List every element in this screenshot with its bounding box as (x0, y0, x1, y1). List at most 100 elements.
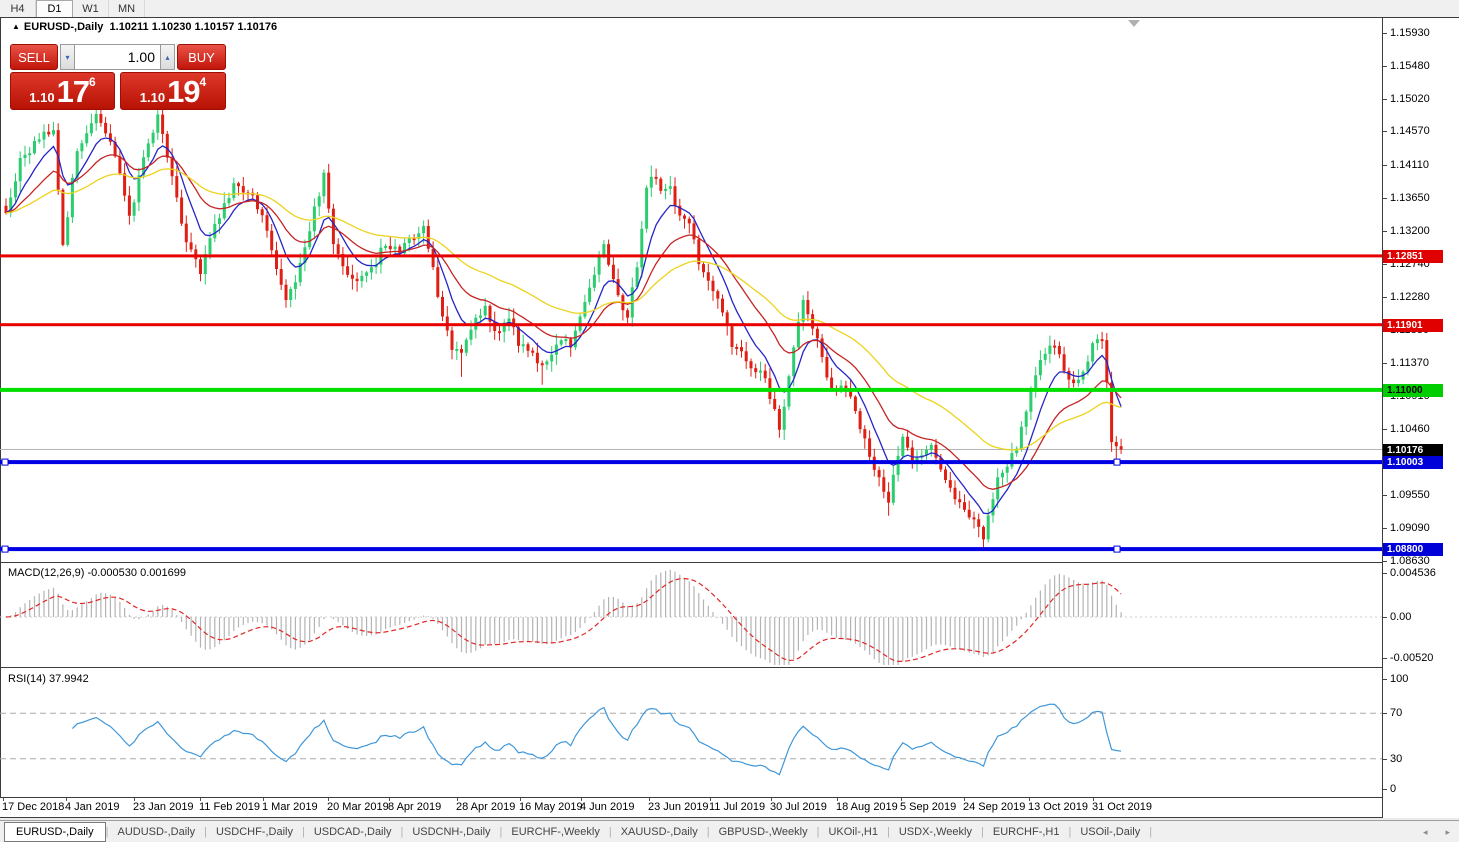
axis-tick-mark (1383, 98, 1387, 100)
main-chart-svg[interactable] (0, 18, 1382, 562)
tab-separator: | (499, 826, 503, 838)
window-edge-strip (0, 818, 1459, 820)
price-tag-1-12851: 1.12851 (1383, 249, 1443, 263)
buy-price-panel[interactable]: 1.10 19 4 (120, 72, 226, 110)
time-tick-mark (649, 798, 650, 801)
tab-eurchf-weekly[interactable]: EURCHF-,Weekly (511, 826, 600, 838)
price-tag-1-11000: 1.11000 (1383, 383, 1443, 397)
tab-audusd-daily[interactable]: AUDUSD-,Daily (117, 826, 196, 838)
macd-pane-svg[interactable] (0, 564, 1382, 667)
time-tick-mark (263, 798, 264, 801)
price-axis-label: 1.13200 (1390, 224, 1430, 237)
rsi-axis-label: 0 (1390, 783, 1397, 795)
date-label: 18 Aug 2019 (836, 801, 898, 813)
current-price-line (0, 449, 1382, 450)
axis-tick-mark (1383, 65, 1387, 67)
hline-1-11[interactable] (0, 387, 1382, 392)
date-label: 13 Oct 2019 (1028, 801, 1088, 813)
axis-tick-mark (1383, 131, 1387, 133)
axis-tick-mark (1383, 164, 1387, 166)
ma-45-line[interactable] (5, 168, 1122, 451)
timeframe-mn[interactable]: MN (109, 0, 145, 17)
axis-tick-mark (1383, 396, 1387, 398)
tab-usoil-daily[interactable]: USOil-,Daily (1080, 826, 1141, 838)
hline-1-11901[interactable] (0, 323, 1382, 327)
sell-price-panel[interactable]: 1.10 17 6 (10, 72, 115, 110)
timeframe-h4[interactable]: H4 (0, 0, 36, 17)
hline-drag-handle[interactable] (1, 458, 9, 466)
ma-20-line[interactable] (5, 154, 1122, 490)
tab-usdcad-daily[interactable]: USDCAD-,Daily (313, 826, 392, 838)
date-label: 30 Jul 2019 (770, 801, 827, 813)
time-tick-mark (1093, 798, 1094, 801)
time-tick-mark (134, 798, 135, 801)
buy-price-big: 19 (167, 74, 200, 109)
volume-input[interactable] (75, 44, 160, 70)
hline-1-10003[interactable] (0, 460, 1382, 465)
tab-scroll-left-icon[interactable]: ◂ (1422, 826, 1428, 837)
tab-eurusd-daily[interactable]: EURUSD-,Daily (4, 822, 106, 842)
hline-1-088[interactable] (0, 547, 1382, 552)
timeframe-toolbar: H4 D1 W1 MN (0, 0, 1459, 18)
hline-1-12851[interactable] (0, 254, 1382, 258)
ma-8-line[interactable] (5, 137, 1122, 515)
price-axis-label: 1.09550 (1390, 488, 1430, 501)
tab-eurchf-h1[interactable]: EURCHF-,H1 (992, 826, 1060, 838)
price-axis-label: 1.15930 (1390, 27, 1430, 39)
price-axis-label: 1.10460 (1390, 422, 1430, 435)
window-bottom-border (0, 817, 1459, 818)
price-scale[interactable]: 1.15930 1.15480 1.15020 1.14570 1.14110 1.136… (1383, 18, 1459, 818)
price-axis-label: 1.12280 (1390, 291, 1430, 304)
up-candle-bodies (9, 114, 1099, 540)
sell-price-prefix: 1.10 (29, 90, 55, 105)
tab-scroll-right-icon[interactable]: ▸ (1445, 826, 1450, 837)
date-label: 17 Dec 2018 (2, 801, 65, 813)
date-label: 11 Jul 2019 (709, 801, 766, 813)
date-label: 4 Jun 2019 (580, 801, 635, 813)
one-click-trading-widget: SELL ▾ ▴ BUY 1.10 17 6 1.10 19 4 (10, 44, 226, 110)
price-axis-label: 1.11370 (1390, 357, 1429, 370)
date-label: 8 Apr 2019 (388, 801, 442, 813)
axis-tick-mark (1383, 33, 1387, 34)
scroll-to-end-marker-icon (1128, 20, 1140, 27)
axis-tick-mark (1383, 658, 1387, 659)
time-tick-mark (964, 798, 965, 801)
axis-tick-mark (1383, 528, 1387, 530)
time-tick-mark (457, 798, 458, 801)
axis-tick-mark (1383, 494, 1387, 496)
axis-tick-mark (1383, 363, 1387, 365)
price-axis-label: 1.08630 (1390, 555, 1430, 568)
sell-button[interactable]: SELL (10, 44, 58, 70)
date-label: 24 Sep 2019 (963, 801, 1026, 813)
date-label: 11 Feb 2019 (199, 801, 260, 813)
axis-tick-mark (1383, 263, 1387, 265)
tab-ukoil-h1[interactable]: UKOil-,H1 (828, 826, 878, 838)
time-axis[interactable]: 17 Dec 2018 4 Jan 2019 23 Jan 2019 11 Feb 2… (0, 798, 1382, 817)
volume-decrease-button[interactable]: ▾ (60, 44, 75, 70)
rsi-pane-svg[interactable] (0, 669, 1382, 797)
hline-drag-handle[interactable] (1113, 545, 1121, 553)
date-label: 31 Oct 2019 (1092, 801, 1152, 813)
tab-usdx-weekly[interactable]: USDX-,Weekly (898, 826, 972, 838)
main-macd-separator[interactable] (0, 562, 1459, 563)
date-label: 28 Apr 2019 (456, 801, 516, 813)
buy-button[interactable]: BUY (177, 44, 226, 70)
tab-xauusd-daily[interactable]: XAUUSD-,Daily (620, 826, 698, 838)
hline-drag-handle[interactable] (1113, 458, 1121, 466)
timeframe-w1[interactable]: W1 (73, 0, 109, 17)
tab-usdchf-daily[interactable]: USDCHF-,Daily (215, 826, 293, 838)
date-label: 5 Sep 2019 (900, 801, 957, 813)
axis-tick-mark (1383, 297, 1387, 299)
date-label: 4 Jan 2019 (65, 801, 120, 813)
hline-drag-handle[interactable] (1, 545, 9, 553)
timeframe-d1[interactable]: D1 (36, 0, 73, 17)
tab-gbpusd-weekly[interactable]: GBPUSD-,Weekly (718, 826, 808, 838)
tab-usdcnh-daily[interactable]: USDCNH-,Daily (412, 826, 491, 838)
price-tag-1-08800: 1.08800 (1383, 543, 1443, 557)
buy-price-prefix: 1.10 (139, 90, 166, 105)
price-axis-label: 1.14570 (1390, 125, 1430, 138)
macd-signal-line (5, 577, 1122, 663)
volume-increase-button[interactable]: ▴ (160, 44, 175, 70)
macd-rsi-separator[interactable] (0, 667, 1459, 668)
